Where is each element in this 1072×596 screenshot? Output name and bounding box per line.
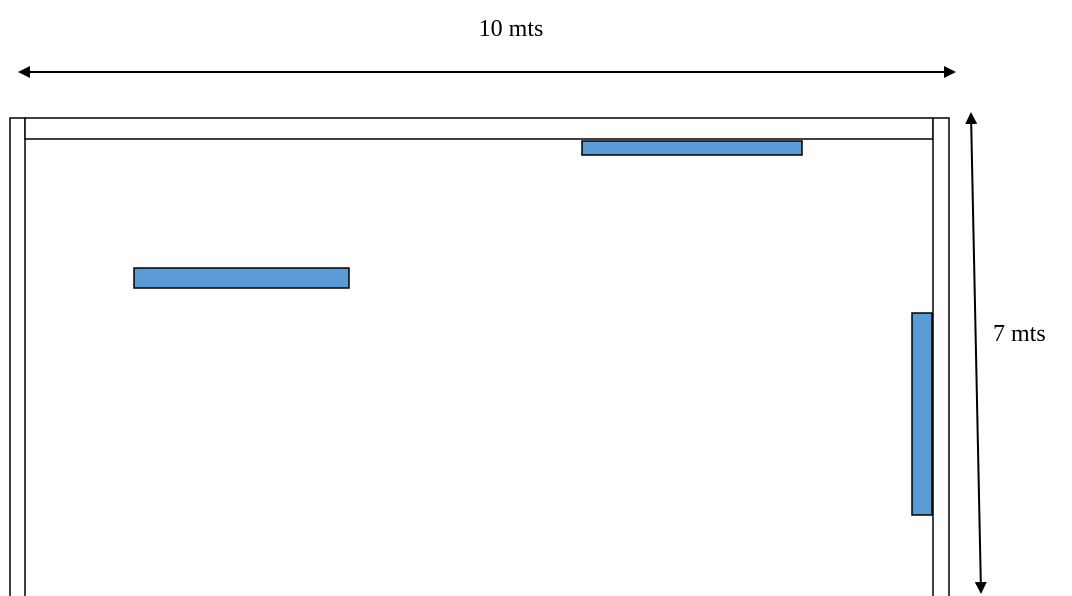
top-wall xyxy=(24,117,934,140)
center-left-panel xyxy=(133,267,350,289)
height-dimension-arrow xyxy=(965,112,987,594)
height-dimension-label: 7 mts xyxy=(993,321,1046,347)
top-panel xyxy=(581,140,803,156)
width-dimension-label: 10 mts xyxy=(479,16,544,42)
left-wall xyxy=(9,117,26,596)
right-panel xyxy=(911,312,933,516)
right-wall xyxy=(932,117,950,596)
